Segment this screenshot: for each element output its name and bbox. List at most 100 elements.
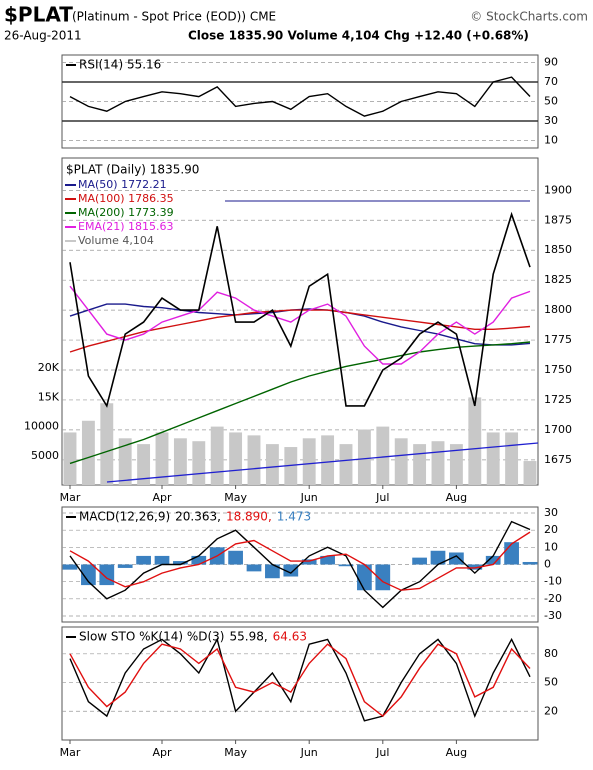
- volume-bar: [523, 461, 537, 485]
- histogram-bar: [228, 550, 243, 565]
- y-tick-label: 20: [544, 523, 558, 536]
- y-tick-label: 10: [544, 133, 558, 146]
- volume-bar: [302, 438, 316, 485]
- legend-label: RSI(14) 55.16: [79, 58, 161, 72]
- volume-bar: [118, 438, 132, 485]
- y-tick-label: 0: [544, 558, 551, 571]
- volume-bar: [357, 429, 371, 485]
- series-line: [69, 637, 531, 722]
- legend-label: Volume 4,104: [78, 234, 154, 247]
- x-tick-label: Mar: [60, 491, 81, 504]
- panel: [61, 626, 539, 741]
- volume-bar: [100, 403, 114, 485]
- volume-bar: [229, 432, 243, 485]
- volume-bar: [192, 441, 206, 485]
- histogram-bar: [338, 564, 354, 567]
- legend-label: 55.98,: [230, 630, 268, 644]
- histogram-bar: [449, 552, 464, 565]
- y-tick-label: 90: [544, 56, 558, 69]
- x-tick-label: Apr: [152, 746, 172, 759]
- y-tick-label: 80: [544, 647, 558, 660]
- series-line: [69, 211, 531, 408]
- x-tick-label: Aug: [446, 491, 467, 504]
- legend-label: 1.473: [277, 510, 311, 524]
- x-tick-label: Apr: [152, 491, 172, 504]
- volume-bar: [265, 444, 279, 485]
- volume-bar: [394, 438, 408, 485]
- date: 26-Aug-2011: [4, 29, 82, 43]
- volume-bar: [155, 432, 169, 485]
- y-tick-label: 30: [544, 506, 558, 519]
- x-tick-label: Aug: [446, 746, 467, 759]
- volume-bar: [339, 444, 353, 485]
- series-line: [69, 76, 531, 117]
- volume-tick-label: 5000: [31, 449, 59, 462]
- source: © StockCharts.com: [470, 10, 588, 24]
- histogram-bar: [430, 550, 446, 565]
- histogram-bar: [246, 564, 262, 572]
- histogram-bar: [485, 555, 501, 565]
- volume-bar: [468, 397, 482, 485]
- histogram-bar: [136, 555, 151, 565]
- legend-label: 20.363,: [175, 510, 221, 524]
- volume-bar: [486, 432, 500, 485]
- y-tick-label: 1725: [544, 393, 572, 406]
- y-tick-label: -30: [544, 609, 562, 622]
- y-tick-label: 1775: [544, 333, 572, 346]
- x-tick-label: Jun: [300, 746, 318, 759]
- volume-bar: [431, 441, 445, 485]
- y-tick-label: 1700: [544, 423, 572, 436]
- volume-bar: [81, 420, 95, 485]
- trendline: [106, 442, 539, 483]
- histogram-bar: [504, 542, 519, 565]
- x-tick-label: Mar: [60, 746, 81, 759]
- legend-label: MACD(12,26,9): [79, 510, 170, 524]
- volume-bar: [505, 432, 519, 485]
- series-line: [69, 531, 531, 591]
- legend-label: 64.63: [273, 630, 307, 644]
- volume-tick-label: 15K: [38, 390, 60, 403]
- y-tick-label: 50: [544, 95, 558, 108]
- y-tick-label: 10: [544, 540, 558, 553]
- histogram-bar: [283, 564, 299, 577]
- y-tick-label: 50: [544, 676, 558, 689]
- volume-bar: [376, 426, 390, 485]
- y-tick-label: -10: [544, 575, 562, 588]
- legend-label: Slow STO %K(14) %D(3): [79, 630, 225, 644]
- series-line: [69, 643, 531, 718]
- volume-bar: [449, 444, 463, 485]
- y-tick-label: 1850: [544, 243, 572, 256]
- legend-label: MA(100) 1786.35: [78, 192, 174, 205]
- histogram-bar: [301, 559, 317, 565]
- volume-bar: [137, 444, 151, 485]
- y-tick-label: 1900: [544, 183, 572, 196]
- y-tick-label: 1875: [544, 213, 572, 226]
- x-tick-label: May: [224, 491, 247, 504]
- histogram-bar: [522, 561, 538, 565]
- volume-tick-label: 20K: [38, 361, 60, 374]
- x-tick-label: Jul: [375, 746, 389, 759]
- volume-bar: [413, 444, 427, 485]
- panel: [61, 157, 539, 486]
- chart-title: $PLAT (Daily) 1835.90: [66, 163, 199, 177]
- symbol: $PLAT: [4, 3, 73, 27]
- histogram-bar: [467, 564, 483, 570]
- histogram-bar: [117, 564, 133, 568]
- histogram-bar: [62, 564, 78, 570]
- volume-bar: [284, 447, 298, 485]
- legend-label: MA(50) 1772.21: [78, 178, 167, 191]
- series-line: [69, 520, 531, 609]
- histogram-bar: [99, 564, 115, 586]
- histogram-bar: [320, 555, 335, 565]
- histogram-bar: [265, 564, 280, 579]
- instrument-name: (Platinum - Spot Price (EOD)) CME: [72, 10, 276, 24]
- histogram-bar: [154, 555, 170, 565]
- y-tick-label: 1825: [544, 273, 572, 286]
- histogram-bar: [191, 555, 207, 565]
- y-tick-label: 1750: [544, 363, 572, 376]
- x-tick-label: May: [224, 746, 247, 759]
- volume-tick-label: 10000: [24, 420, 59, 433]
- legend-label: MA(200) 1773.39: [78, 206, 174, 219]
- volume-bar: [210, 426, 224, 485]
